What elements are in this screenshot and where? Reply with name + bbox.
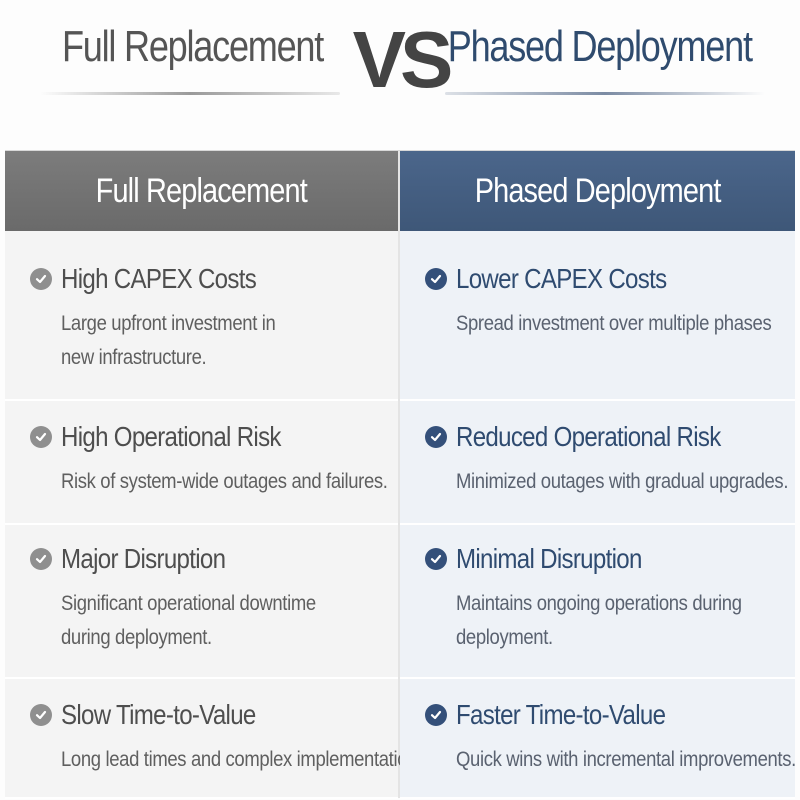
check-circle-icon: [30, 704, 52, 726]
comparison-row: Slow Time-to-Value Long lead times and co…: [5, 679, 422, 799]
item-title: Faster Time-to-Value: [456, 699, 666, 730]
check-circle-icon: [30, 426, 52, 448]
item-description: Long lead times and complex implementati…: [61, 743, 422, 777]
comparison-row: Reduced Operational Risk Minimized outage…: [400, 401, 795, 525]
description-line: new infrastructure.: [61, 346, 207, 369]
description-line: Minimized outages with gradual upgrades.: [456, 470, 789, 493]
check-circle-icon: [30, 548, 52, 570]
item-title: Minimal Disruption: [456, 543, 642, 574]
title-banner: Full Replacement VS Phased Deployment: [0, 0, 800, 130]
item-description: Minimized outages with gradual upgrades.: [456, 465, 800, 499]
column-header: Phased Deployment: [400, 151, 795, 231]
description-line: during deployment.: [61, 626, 212, 649]
full-replacement-column: Full Replacement High CAPEX Costs Large u…: [5, 151, 422, 799]
column-heading: Phased Deployment: [474, 171, 722, 210]
comparison-row: Minimal Disruption Maintains ongoing oper…: [400, 525, 795, 679]
description-line: Spread investment over multiple phases: [456, 312, 772, 335]
column-header: Full Replacement: [5, 151, 398, 231]
check-circle-icon: [425, 268, 447, 290]
description-line: Quick wins with incremental improvements…: [456, 748, 796, 771]
comparison-table: Full Replacement High CAPEX Costs Large u…: [5, 150, 796, 799]
right-title: Phased Deployment: [447, 22, 753, 71]
description-line: Maintains ongoing operations during: [456, 592, 742, 615]
check-circle-icon: [30, 268, 52, 290]
vs-label: VS: [352, 15, 454, 104]
item-description: Large upfront investment in new infrastru…: [61, 307, 411, 375]
item-description: Maintains ongoing operations during deplo…: [456, 587, 800, 655]
item-title: Slow Time-to-Value: [61, 699, 256, 730]
comparison-row: Faster Time-to-Value Quick wins with incr…: [400, 679, 796, 799]
left-title-underline: [40, 92, 340, 95]
description-line: Significant operational downtime: [61, 592, 316, 615]
item-title: Reduced Operational Risk: [456, 421, 721, 452]
item-description: Risk of system-wide outages and failures…: [61, 465, 411, 499]
item-title: Lower CAPEX Costs: [456, 263, 667, 294]
item-description: Spread investment over multiple phases: [456, 307, 800, 341]
check-circle-icon: [425, 426, 447, 448]
comparison-row: High Operational Risk Risk of system-wide…: [5, 401, 398, 525]
item-title: Major Disruption: [61, 543, 226, 574]
check-circle-icon: [425, 548, 447, 570]
description-line: deployment.: [456, 626, 553, 649]
item-description: Quick wins with incremental improvements…: [456, 743, 800, 777]
comparison-row: High CAPEX Costs Large upfront investment…: [5, 231, 398, 401]
comparison-row: Lower CAPEX Costs Spread investment over …: [400, 231, 795, 401]
description-line: Long lead times and complex implementati…: [61, 748, 422, 771]
description-line: Large upfront investment in: [61, 312, 276, 335]
phased-deployment-column: Phased Deployment Lower CAPEX Costs Sprea…: [400, 151, 796, 799]
check-circle-icon: [425, 704, 447, 726]
item-description: Significant operational downtime during d…: [61, 587, 411, 655]
item-title: High CAPEX Costs: [61, 263, 257, 294]
left-title: Full Replacement: [62, 22, 324, 71]
column-heading: Full Replacement: [95, 171, 308, 210]
right-title-underline: [445, 92, 765, 95]
description-line: Risk of system-wide outages and failures…: [61, 470, 388, 493]
comparison-row: Major Disruption Significant operational …: [5, 525, 398, 679]
item-title: High Operational Risk: [61, 421, 281, 452]
